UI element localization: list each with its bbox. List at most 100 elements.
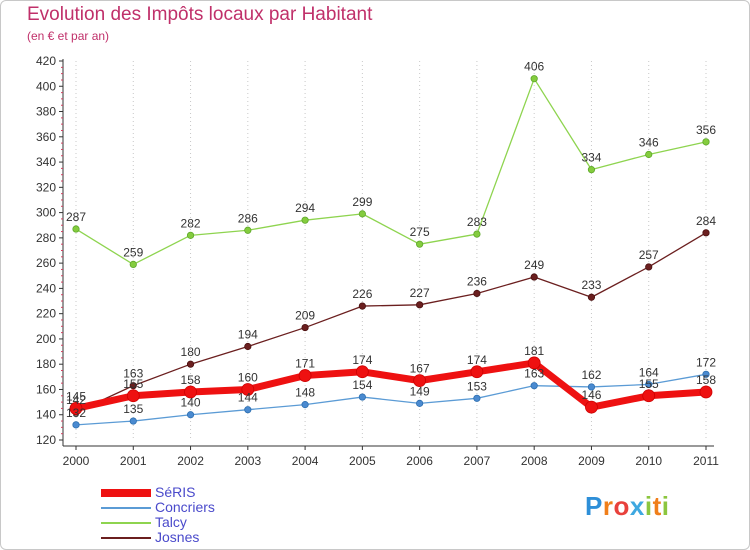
data-label-talcy-2001: 259: [123, 245, 143, 259]
data-label-concriers-2001: 135: [123, 402, 143, 416]
data-label-concriers-2008: 163: [524, 367, 544, 381]
data-label-talcy-2004: 294: [295, 201, 315, 215]
data-label-josnes-2011: 284: [696, 214, 716, 228]
data-point-talcy-2002: [186, 231, 195, 239]
y-tick-label: 120: [36, 433, 56, 447]
data-point-josnes-2011: [702, 229, 710, 237]
data-label-josnes-2006: 227: [410, 286, 430, 300]
data-label-josnes-2000: 142: [66, 393, 86, 407]
data-point-josnes-2003: [244, 342, 252, 351]
x-tick-label: 2009: [578, 454, 605, 468]
y-tick-label: 360: [36, 130, 56, 144]
data-label-josnes-2003: 194: [238, 328, 258, 342]
data-label-talcy-2007: 283: [467, 215, 487, 229]
x-tick-label: 2001: [120, 454, 147, 468]
data-point-s-ris-2002: [184, 385, 197, 399]
data-point-josnes-2001: [129, 382, 137, 390]
data-label-josnes-2002: 180: [181, 345, 201, 359]
series-line-concriers: [75, 373, 707, 426]
data-point-talcy-2011: [702, 138, 710, 146]
data-point-concriers-2007: [473, 394, 481, 402]
data-point-talcy-2000: [72, 225, 80, 233]
series-lines: [69, 75, 713, 429]
data-label-josnes-2004: 209: [295, 309, 315, 323]
axes: 120 140 160 180 200 220 240 260 280 300 320 340 360 3…: [36, 54, 719, 468]
data-label-s-ris-2004: 171: [295, 357, 315, 371]
data-point-s-ris-2004: [298, 369, 312, 382]
data-label-talcy-2010: 346: [639, 135, 659, 149]
data-point-josnes-2007: [473, 289, 481, 298]
data-label-concriers-2006: 149: [410, 384, 430, 398]
data-point-josnes-2005: [358, 302, 366, 310]
data-point-talcy-2007: [473, 230, 481, 238]
series-josnes: [72, 229, 710, 416]
x-tick-label: 2008: [521, 454, 548, 468]
series-concriers: [72, 370, 710, 429]
series-s-ris: [69, 356, 713, 415]
data-label-s-ris-2010: 155: [639, 377, 659, 391]
series-line-s-ris: [72, 359, 710, 412]
data-point-talcy-2008: [530, 75, 538, 83]
data-label-concriers-2005: 154: [352, 378, 372, 392]
y-tick-label: 200: [36, 332, 56, 346]
x-tick-label: 2006: [406, 454, 433, 468]
data-label-talcy-2000: 287: [66, 210, 86, 224]
data-point-concriers-2010: [645, 380, 653, 389]
data-label-s-ris-2008: 181: [524, 344, 544, 358]
y-tick-label: 300: [36, 206, 56, 220]
data-label-josnes-2009: 233: [581, 278, 601, 292]
data-label-josnes-2008: 249: [524, 258, 544, 272]
y-tick-label: 380: [36, 105, 56, 119]
data-label-s-ris-2003: 160: [238, 370, 258, 384]
x-tick-label: 2004: [292, 454, 319, 468]
data-point-s-ris-2005: [355, 365, 369, 379]
data-point-concriers-2001: [129, 417, 137, 425]
data-point-talcy-2003: [244, 226, 252, 234]
y-tick-label: 220: [36, 307, 56, 321]
data-label-talcy-2002: 282: [181, 216, 201, 230]
y-tick-label: 140: [36, 408, 56, 422]
data-point-s-ris-2003: [241, 383, 255, 396]
data-point-josnes-2009: [587, 293, 596, 301]
x-tick-label: 2003: [234, 454, 261, 468]
data-point-talcy-2004: [301, 216, 309, 224]
data-label-talcy-2008: 406: [524, 60, 544, 74]
legend-swatch: [101, 522, 151, 524]
data-point-talcy-2001: [129, 260, 137, 268]
data-label-josnes-2001: 163: [123, 367, 143, 381]
y-tick-label: 340: [36, 155, 56, 169]
chart-title: Evolution des Impôts locaux par Habitant: [27, 4, 373, 25]
legend-swatch: [101, 489, 151, 497]
data-label-talcy-2005: 299: [352, 195, 372, 209]
data-label-concriers-2009: 162: [581, 368, 601, 382]
data-point-josnes-2002: [186, 360, 195, 368]
data-label-talcy-2011: 356: [696, 123, 716, 137]
data-point-s-ris-2000: [69, 402, 83, 415]
y-tick-label: 160: [36, 382, 56, 396]
data-label-josnes-2005: 226: [352, 287, 372, 301]
data-point-s-ris-2009: [585, 400, 598, 414]
data-label-concriers-2007: 153: [467, 379, 487, 393]
y-tick-label: 260: [36, 256, 56, 270]
x-tick-label: 2011: [693, 454, 719, 468]
series-line-talcy: [75, 78, 707, 266]
data-label-talcy-2009: 334: [581, 151, 601, 165]
data-label-s-ris-2007: 174: [467, 353, 487, 367]
y-tick-label: 400: [36, 79, 56, 93]
data-label-s-ris-2006: 167: [410, 362, 430, 376]
data-point-talcy-2010: [645, 150, 653, 159]
data-point-concriers-2003: [244, 406, 252, 414]
data-point-s-ris-2001: [126, 389, 140, 403]
y-tick-label: 420: [36, 54, 56, 68]
data-point-concriers-2006: [416, 399, 424, 407]
data-label-josnes-2010: 257: [639, 248, 659, 262]
legend-label: Talcy: [155, 514, 187, 530]
legend-swatch: [101, 537, 151, 539]
series-line-josnes: [75, 232, 707, 413]
data-label-s-ris-2011: 158: [696, 373, 716, 387]
data-point-concriers-2002: [186, 411, 195, 419]
data-label-talcy-2003: 286: [238, 211, 258, 225]
data-label-s-ris-2009: 146: [581, 388, 601, 402]
legend-swatch: [101, 507, 151, 509]
